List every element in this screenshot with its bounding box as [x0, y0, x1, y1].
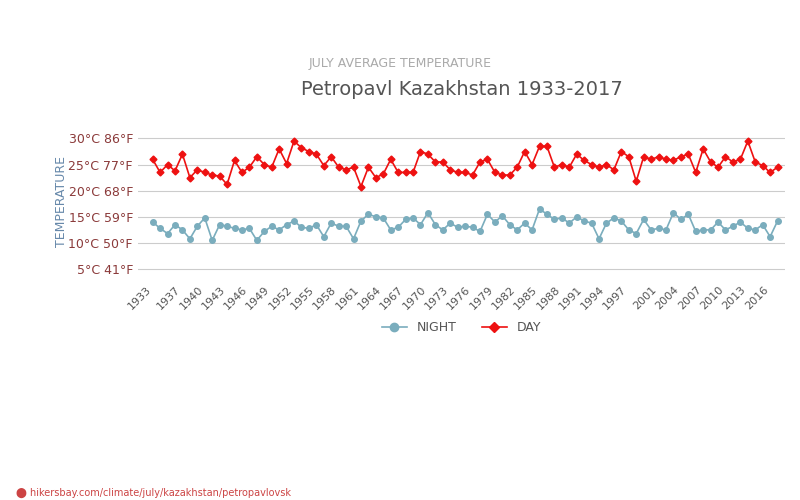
- Legend: NIGHT, DAY: NIGHT, DAY: [377, 316, 546, 339]
- Text: ⬤ hikersbay.com/climate/july/kazakhstan/petropavlovsk: ⬤ hikersbay.com/climate/july/kazakhstan/…: [16, 488, 291, 498]
- Y-axis label: TEMPERATURE: TEMPERATURE: [55, 156, 68, 246]
- Text: JULY AVERAGE TEMPERATURE: JULY AVERAGE TEMPERATURE: [309, 58, 491, 70]
- Title: Petropavl Kazakhstan 1933-2017: Petropavl Kazakhstan 1933-2017: [301, 80, 622, 99]
